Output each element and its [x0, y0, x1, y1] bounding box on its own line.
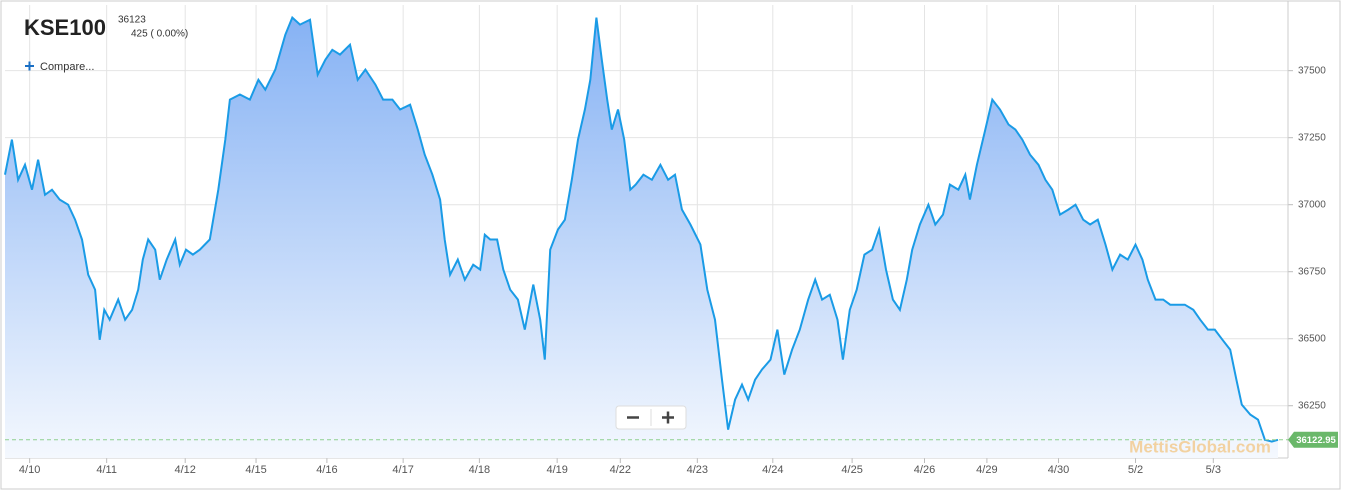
x-tick-label: 4/17	[392, 464, 413, 476]
zoom-controls	[615, 405, 687, 430]
x-tick-label: 4/19	[546, 464, 567, 476]
y-tick-label: 37250	[1298, 132, 1326, 143]
y-tick-label: 36750	[1298, 266, 1326, 277]
last-price-label: 36122.95	[1296, 435, 1336, 446]
y-tick-label: 37000	[1298, 199, 1326, 210]
x-tick-label: 5/3	[1206, 464, 1221, 476]
y-tick-label: 36250	[1298, 400, 1326, 411]
zoom-in[interactable]	[662, 411, 674, 424]
y-tick-label: 37500	[1298, 65, 1326, 76]
x-tick-label: 5/2	[1128, 464, 1143, 476]
price-line	[4, 15, 1279, 443]
watermark: MettisGlobal.com	[1129, 437, 1271, 456]
x-tick-label: 4/11	[96, 464, 117, 476]
x-tick-label: 4/30	[1048, 464, 1069, 476]
compare-label[interactable]: Compare...	[40, 61, 94, 73]
y-tick-label: 36500	[1298, 333, 1326, 344]
chart-title: KSE100	[24, 15, 106, 40]
last-price-tag	[1288, 431, 1338, 448]
x-tick-label: 4/24	[762, 464, 783, 476]
x-tick-label: 4/12	[174, 464, 195, 476]
x-tick-label: 4/22	[610, 464, 631, 476]
x-tick-label: 4/25	[841, 464, 862, 476]
x-tick-label: 4/29	[976, 464, 997, 476]
compare-button[interactable]: Compare...	[25, 61, 94, 73]
plus-icon	[25, 61, 34, 71]
plot: 36122.95	[4, 15, 1338, 458]
area-fill	[5, 17, 1278, 458]
x-tick-label: 4/16	[316, 464, 337, 476]
frame	[0, 0, 1341, 490]
quote-price: 36123	[118, 15, 146, 26]
x-tick-label: 4/15	[245, 464, 266, 476]
x-tick-label: 4/18	[469, 464, 490, 476]
quote-change: 425 ( 0.00%)	[131, 29, 188, 40]
x-tick-label: 4/26	[914, 464, 935, 476]
x-tick-label: 4/10	[19, 464, 40, 476]
x-tick-label: 4/23	[687, 464, 708, 476]
